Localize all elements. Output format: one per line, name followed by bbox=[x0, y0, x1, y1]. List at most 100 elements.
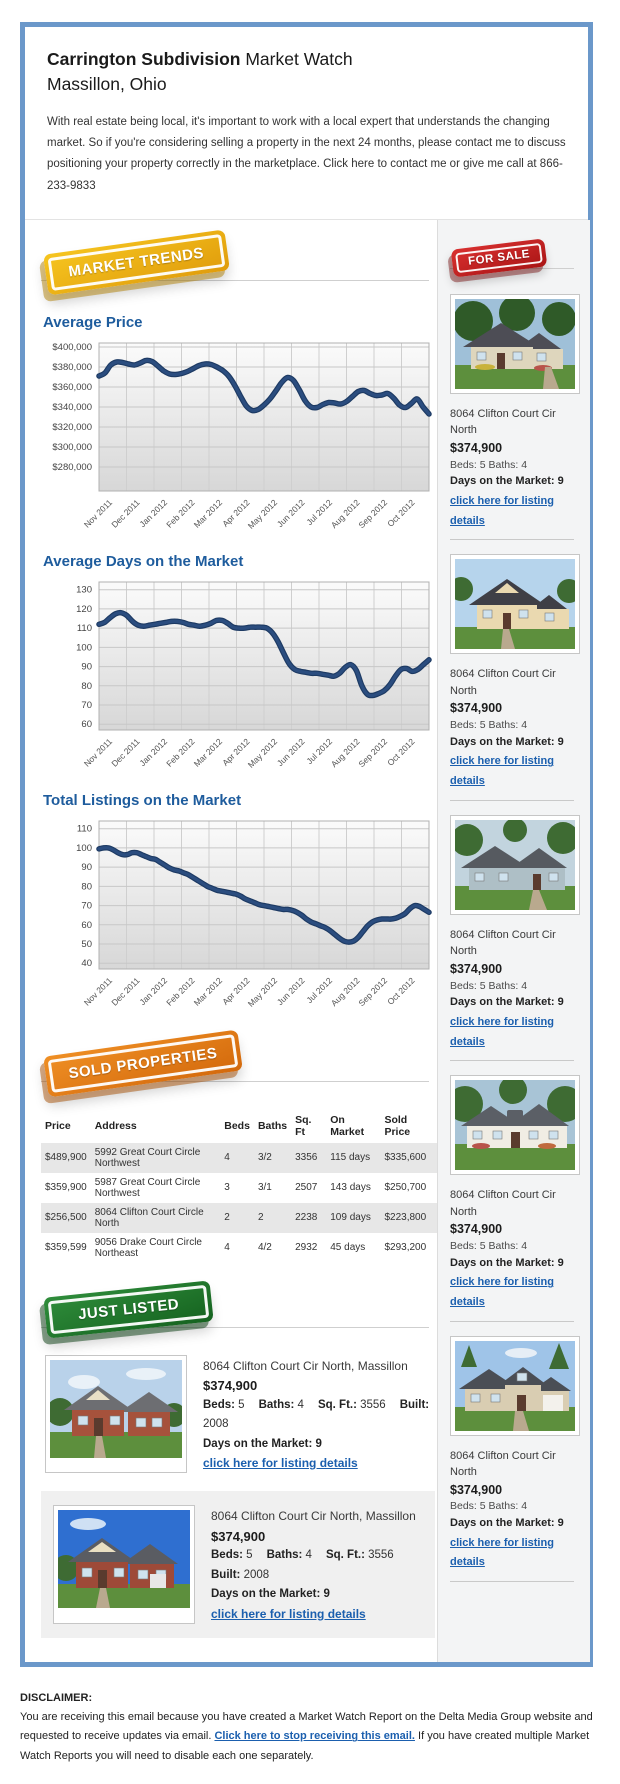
svg-text:$360,000: $360,000 bbox=[52, 382, 92, 393]
cell-sqft: 3356 bbox=[295, 1152, 318, 1164]
svg-text:Dec 2011: Dec 2011 bbox=[109, 736, 142, 769]
property-photo bbox=[450, 293, 580, 394]
listing-details-link[interactable]: click here for listing details bbox=[211, 1606, 366, 1621]
listing-address: 8064 Clifton Court Cir North, Massillon bbox=[203, 1358, 408, 1373]
cell-price: $359,599 bbox=[45, 1242, 87, 1254]
svg-text:Sep 2012: Sep 2012 bbox=[356, 736, 389, 769]
svg-text:100: 100 bbox=[76, 843, 92, 854]
beds-label: Beds: bbox=[211, 1549, 243, 1562]
days-on-market: Days on the Market: 9 bbox=[450, 1256, 564, 1269]
cell-on-market: 115 days bbox=[330, 1152, 371, 1164]
cell-price: $256,500 bbox=[45, 1212, 87, 1224]
col-price: Price bbox=[45, 1119, 71, 1132]
baths-value: 4 bbox=[297, 1398, 304, 1411]
svg-text:60: 60 bbox=[81, 719, 92, 730]
listing-price: $374,900 bbox=[211, 1528, 266, 1544]
listing-beds-baths: Beds: 5 Baths: 4 bbox=[450, 1500, 528, 1513]
days-on-market: Days on the Market: 9 bbox=[450, 475, 564, 488]
svg-text:Mar 2012: Mar 2012 bbox=[192, 497, 225, 530]
svg-text:100: 100 bbox=[76, 642, 92, 653]
market-trends-badge-label: MARKET TRENDS bbox=[47, 233, 225, 291]
property-photo bbox=[450, 554, 580, 655]
listing-details-link[interactable]: click here for listing details bbox=[450, 494, 554, 527]
sqft-label: Sq. Ft.: bbox=[325, 1549, 365, 1562]
sqft-value: 3556 bbox=[368, 1549, 394, 1562]
property-photo bbox=[53, 1505, 195, 1624]
for-sale-listing: 8064 Clifton Court Cir North $374,900 Be… bbox=[450, 293, 580, 541]
svg-text:90: 90 bbox=[81, 862, 92, 873]
baths-label: Baths: bbox=[258, 1398, 295, 1411]
section-divider bbox=[41, 1326, 429, 1328]
svg-text:Feb 2012: Feb 2012 bbox=[164, 497, 197, 530]
svg-text:$320,000: $320,000 bbox=[52, 422, 92, 433]
section-divider bbox=[41, 1080, 429, 1082]
svg-text:Oct 2012: Oct 2012 bbox=[385, 736, 417, 768]
listing-details-link[interactable]: click here for listing details bbox=[450, 755, 554, 788]
average-days-heading: Average Days on the Market bbox=[43, 552, 244, 570]
cell-beds: 2 bbox=[224, 1212, 230, 1224]
svg-text:40: 40 bbox=[81, 958, 92, 969]
property-photo bbox=[45, 1354, 187, 1474]
cell-on-market: 45 days bbox=[330, 1242, 366, 1254]
sold-properties-badge-label: SOLD PROPERTIES bbox=[47, 1033, 239, 1093]
average-price-chart: $400,000 $380,000 $360,000 $340,000 $320,000… bbox=[52, 342, 432, 531]
svg-text:Feb 2012: Feb 2012 bbox=[164, 736, 197, 769]
beds-value: 5 bbox=[238, 1398, 245, 1411]
col-address: Address bbox=[94, 1119, 137, 1132]
cell-sold-price: $250,700 bbox=[384, 1182, 427, 1194]
listing-details-link[interactable]: click here for listing details bbox=[450, 1536, 554, 1569]
cell-beds: 4 bbox=[224, 1152, 230, 1164]
baths-label: Baths: bbox=[266, 1549, 303, 1562]
for-sale-listing: 8064 Clifton Court Cir North $374,900 Be… bbox=[450, 1335, 580, 1583]
cell-sqft: 2507 bbox=[295, 1182, 318, 1194]
listing-details-link[interactable]: click here for listing details bbox=[450, 1276, 554, 1308]
disclaimer-text: You are receiving this email because you… bbox=[20, 1708, 608, 1766]
built-label: Built: bbox=[399, 1398, 430, 1411]
cell-baths: 4/2 bbox=[257, 1242, 272, 1254]
listing-details-link[interactable]: click here for listing details bbox=[203, 1455, 358, 1470]
cell-sold-price: $293,200 bbox=[384, 1242, 427, 1254]
cell-price: $359,900 bbox=[45, 1182, 87, 1194]
property-photo bbox=[450, 814, 580, 915]
svg-text:Dec 2011: Dec 2011 bbox=[109, 975, 142, 1008]
col-baths: Baths bbox=[257, 1119, 288, 1132]
property-photo bbox=[450, 1075, 580, 1176]
svg-text:$340,000: $340,000 bbox=[52, 402, 92, 413]
listing-specs: Beds: 5 Baths: 4 Sq. Ft.: 3556 Built: 2008 bbox=[203, 1396, 435, 1435]
cell-address: 8064 Clifton Court Circle North bbox=[94, 1206, 204, 1229]
listing-beds-baths: Beds: 5 Baths: 4 bbox=[450, 458, 528, 471]
cell-baths: 2 bbox=[257, 1212, 264, 1224]
svg-text:Oct 2012: Oct 2012 bbox=[385, 497, 417, 529]
listing-price: $374,900 bbox=[450, 701, 503, 716]
just-listed-section-head: JUST LISTED bbox=[41, 1280, 435, 1351]
svg-text:130: 130 bbox=[76, 585, 92, 596]
listing-beds-baths: Beds: 5 Baths: 4 bbox=[450, 979, 528, 992]
listing-details-link[interactable]: click here for listing details bbox=[450, 1015, 554, 1048]
svg-text:Sep 2012: Sep 2012 bbox=[356, 497, 389, 530]
intro-text: With real estate being local, it's impor… bbox=[47, 115, 566, 192]
col-on-market: On Market bbox=[330, 1113, 365, 1138]
svg-text:Mar 2012: Mar 2012 bbox=[192, 736, 225, 769]
cell-on-market: 109 days bbox=[330, 1212, 371, 1224]
unsubscribe-link[interactable]: Click here to stop receiving this email. bbox=[214, 1730, 415, 1743]
for-sale-section-head: FOR SALE bbox=[450, 238, 580, 290]
listing-address: 8064 Clifton Court Cir North bbox=[450, 407, 556, 437]
average-price-heading: Average Price bbox=[43, 313, 143, 331]
col-beds: Beds bbox=[224, 1119, 250, 1132]
listing-divider bbox=[450, 539, 574, 541]
col-sqft: Sq. Ft bbox=[295, 1113, 312, 1138]
sold-properties-badge: SOLD PROPERTIES bbox=[43, 1029, 243, 1098]
baths-value: 4 bbox=[305, 1549, 312, 1562]
listing-beds-baths: Beds: 5 Baths: 4 bbox=[450, 1239, 528, 1252]
listing-price: $374,900 bbox=[450, 440, 503, 455]
disclaimer-label: DISCLAIMER: bbox=[20, 1691, 93, 1704]
for-sale-sidebar: FOR SALE 8064 Clifton Court Cir North $3… bbox=[437, 219, 590, 1662]
days-on-market: Days on the Market: 9 bbox=[203, 1437, 322, 1450]
listing-address: 8064 Clifton Court Cir North bbox=[450, 928, 556, 958]
sold-properties-section-head: SOLD PROPERTIES bbox=[41, 1029, 435, 1105]
svg-text:80: 80 bbox=[81, 881, 92, 892]
listing-address: 8064 Clifton Court Cir North bbox=[450, 1189, 556, 1218]
listing-price: $374,900 bbox=[450, 1222, 503, 1237]
